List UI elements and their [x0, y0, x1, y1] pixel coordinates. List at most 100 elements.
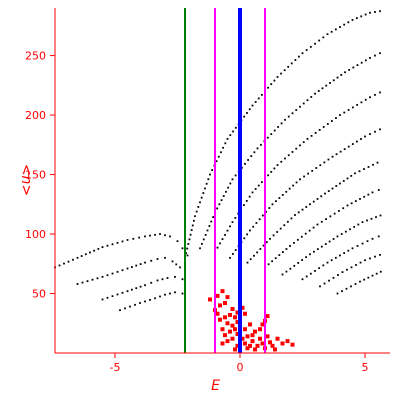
right-branch-point: [246, 261, 249, 264]
x-tick-label: 0: [237, 361, 244, 374]
right-branch-point: [311, 169, 314, 172]
right-branch-point: [202, 192, 205, 194]
left-branch-point: [169, 292, 171, 295]
right-branch-point: [216, 246, 219, 249]
right-branch-point: [305, 275, 308, 278]
right-branch-point: [299, 144, 301, 147]
right-branch-point: [377, 189, 380, 191]
red-point: [258, 327, 262, 332]
right-branch-point: [229, 134, 232, 137]
right-branch-point: [243, 237, 246, 240]
red-point: [228, 329, 232, 334]
left-branch-point: [138, 236, 141, 239]
right-branch-point: [191, 224, 194, 227]
right-branch-point: [190, 229, 193, 231]
right-branch-point: [356, 64, 359, 67]
right-branch-point: [360, 61, 363, 64]
right-branch-point: [300, 235, 303, 238]
right-branch-point: [322, 126, 325, 128]
right-branch-point: [342, 180, 345, 182]
right-branch-point: [346, 204, 349, 207]
left-branch-point: [116, 293, 119, 296]
right-branch-point: [302, 141, 305, 144]
y-tick-label: 250: [25, 50, 46, 63]
right-branch-point: [324, 192, 326, 195]
right-branch-point: [364, 59, 367, 62]
left-branch-point: [106, 244, 109, 247]
left-branch-point: [156, 279, 159, 282]
right-branch-point: [308, 229, 311, 232]
right-branch-point: [294, 214, 296, 216]
right-branch-point: [276, 164, 279, 166]
right-branch-point: [211, 169, 214, 171]
y-tick-label: 200: [25, 109, 46, 122]
right-branch-point: [335, 185, 338, 187]
red-points-layer: [208, 289, 295, 353]
right-branch-point: [220, 151, 222, 154]
right-branch-point: [234, 249, 237, 251]
left-branch-point: [111, 272, 114, 275]
left-branch-point: [166, 277, 169, 279]
right-branch-point: [267, 86, 270, 89]
right-branch-curve: [184, 10, 381, 259]
right-branch-point: [371, 191, 374, 194]
right-branch-point: [244, 162, 246, 165]
right-branch-point: [363, 278, 366, 281]
right-branch-point: [216, 207, 219, 210]
right-branch-point: [341, 290, 343, 293]
left-branch-point: [126, 239, 129, 241]
red-point: [245, 334, 250, 339]
right-branch-point: [310, 96, 313, 98]
right-branch-point: [229, 182, 232, 185]
red-point: [260, 341, 265, 346]
right-branch-point: [351, 18, 354, 21]
right-branch-point: [341, 271, 344, 274]
right-branch-point: [356, 103, 359, 106]
right-branch-point: [360, 101, 363, 104]
left-branch-point: [106, 274, 109, 277]
right-branch-point: [187, 243, 190, 245]
right-branch-point: [246, 233, 249, 236]
right-branch-curve: [319, 253, 381, 288]
right-branch-point: [195, 210, 198, 213]
right-branch-point: [330, 30, 333, 33]
right-branch-point: [340, 233, 343, 235]
right-branch-point: [314, 270, 316, 272]
right-branch-point: [285, 270, 288, 273]
right-branch-point: [249, 229, 251, 232]
right-branch-point: [320, 245, 323, 248]
left-branch-point: [132, 237, 135, 240]
right-branch-point: [351, 143, 354, 145]
right-branch-point: [275, 200, 277, 203]
right-branch-point: [357, 223, 360, 226]
right-branch-point: [307, 172, 310, 175]
red-point: [235, 310, 240, 315]
right-branch-point: [234, 126, 237, 129]
right-branch-point: [379, 128, 381, 131]
right-branch-point: [305, 49, 308, 51]
right-branch-point: [317, 90, 320, 92]
right-branch-point: [229, 225, 231, 228]
right-branch-point: [291, 112, 294, 115]
right-branch-point: [309, 203, 311, 206]
left-branch-point: [86, 280, 89, 283]
left-branch-point: [169, 235, 171, 238]
right-branch-point: [256, 147, 259, 150]
right-branch-point: [370, 217, 373, 220]
right-branch-point: [369, 57, 371, 59]
right-branch-point: [338, 210, 340, 212]
right-branch-curve: [336, 270, 382, 295]
red-point: [240, 305, 245, 310]
left-branch-point: [144, 300, 146, 303]
left-branch-point: [129, 305, 131, 308]
right-branch-point: [289, 245, 291, 247]
right-branch-point: [316, 198, 319, 200]
y-tick-label: 50: [32, 288, 46, 301]
right-branch-point: [379, 10, 381, 13]
right-branch-point: [354, 200, 357, 203]
right-branch-point: [305, 206, 308, 208]
right-branch-point: [323, 282, 326, 285]
right-branch-point: [260, 93, 263, 96]
right-branch-point: [371, 237, 374, 240]
right-branch-point: [245, 199, 248, 202]
